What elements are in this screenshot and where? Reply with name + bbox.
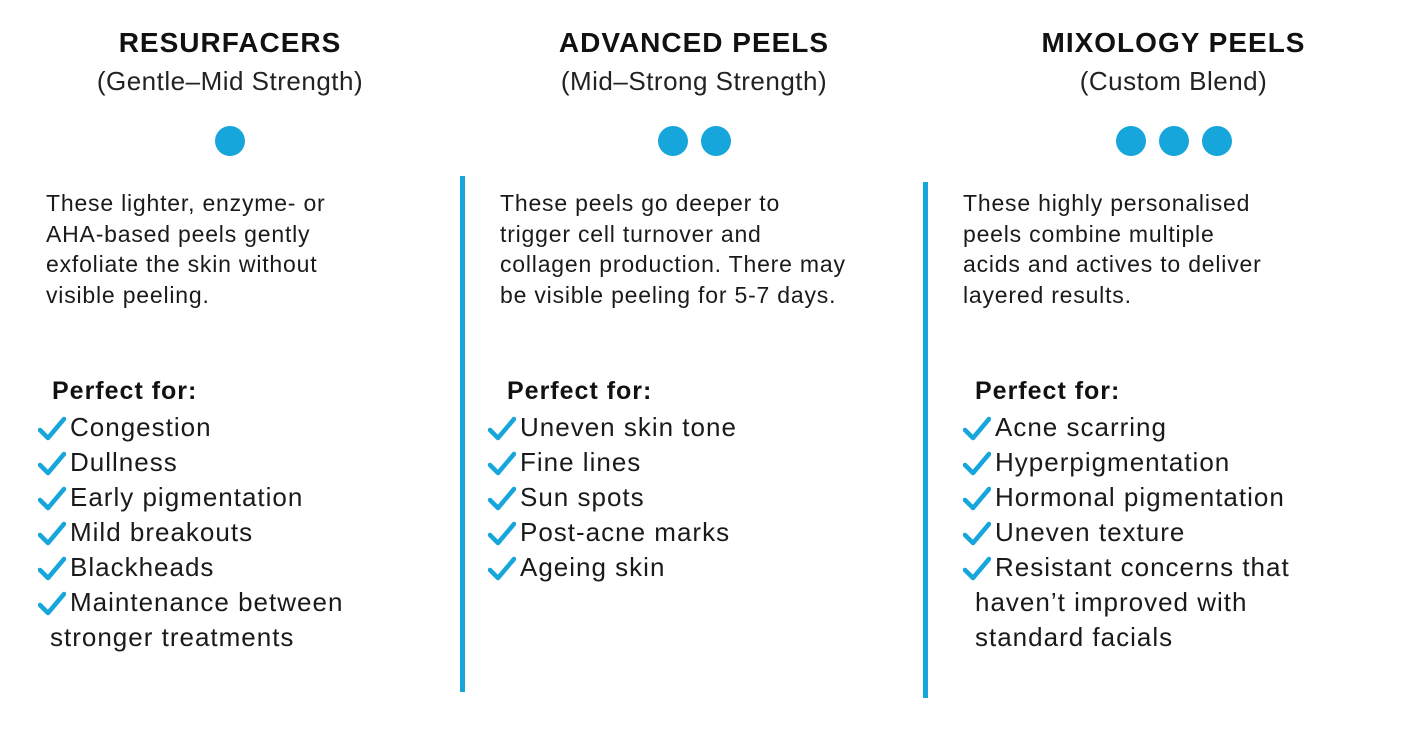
description-line: AHA-based peels gently (46, 220, 311, 247)
column-title: MIXOLOGY PEELS (1041, 27, 1306, 58)
check-icon (487, 521, 517, 547)
list-item: Post-acne marks (487, 515, 737, 550)
list-item: Dullness (37, 445, 343, 480)
check-icon (962, 416, 992, 442)
check-icon (962, 556, 992, 582)
list-item-text: Ageing skin (520, 552, 666, 582)
description-line: trigger cell turnover and (500, 220, 762, 247)
check-icon (37, 591, 67, 617)
column-description: These peels go deeper to trigger cell tu… (500, 188, 846, 310)
list-item: Resistant concerns that haven’t improved … (962, 550, 1290, 655)
strength-dots (927, 126, 1420, 156)
check-icon (487, 451, 517, 477)
list-item-text: Blackheads (70, 552, 215, 582)
check-icon (962, 451, 992, 477)
check-icon (487, 486, 517, 512)
list-item-continuation: standard facials (975, 622, 1174, 652)
list-item: Uneven skin tone (487, 410, 737, 445)
column-description: These highly personalised peels combine … (963, 188, 1262, 310)
list-item: Fine lines (487, 445, 737, 480)
description-line: layered results. (963, 281, 1132, 308)
list-item-text: Dullness (70, 447, 178, 477)
list-item-text: Sun spots (520, 482, 645, 512)
strength-dot (1201, 126, 1232, 156)
strength-dots (0, 126, 460, 156)
column-divider (923, 182, 928, 698)
list-item-continuation: haven’t improved with (975, 587, 1248, 617)
column-title: ADVANCED PEELS (558, 27, 830, 58)
list-item-text: Early pigmentation (70, 482, 304, 512)
strength-dot (700, 126, 731, 156)
description-line: peels combine multiple (963, 220, 1215, 247)
list-item: Early pigmentation (37, 480, 343, 515)
column-advanced-peels: ADVANCED PEELS (Mid–Strong Strength) The… (464, 0, 924, 730)
column-subtitle: (Mid–Strong Strength) (560, 66, 828, 96)
perfect-for-list: Acne scarring Hyperpigmentation Hormonal p… (962, 410, 1290, 655)
perfect-for-label: Perfect for: (52, 377, 198, 405)
list-item-text: Hyperpigmentation (995, 447, 1231, 477)
description-line: These peels go deeper to (500, 190, 781, 216)
list-item-text: Resistant concerns that (995, 552, 1290, 582)
perfect-for-label: Perfect for: (507, 377, 653, 405)
column-description: These lighter, enzyme- or AHA-based peel… (46, 188, 326, 310)
list-item-text: Acne scarring (995, 412, 1167, 442)
perfect-for-list: Congestion Dullness Early pigmentation Mild… (37, 410, 344, 655)
check-icon (962, 486, 992, 512)
perfect-for-list: Uneven skin tone Fine lines Sun spots Post-… (487, 410, 737, 585)
description-line: These highly personalised (963, 190, 1251, 216)
check-icon (487, 416, 517, 442)
strength-dot (215, 126, 245, 156)
strength-dot (657, 126, 688, 156)
description-line: acids and actives to deliver (963, 251, 1262, 277)
list-item-text: Congestion (70, 412, 212, 442)
list-item-text: Post-acne marks (520, 517, 731, 547)
check-icon (37, 486, 67, 512)
list-item: Mild breakouts (37, 515, 343, 550)
column-subtitle: (Gentle–Mid Strength) (96, 66, 364, 96)
description-line: collagen production. There may (500, 251, 846, 277)
list-item-text: Uneven skin tone (520, 412, 737, 442)
check-icon (37, 416, 67, 442)
list-item: Hormonal pigmentation (962, 480, 1290, 515)
column-mixology-peels: MIXOLOGY PEELS (Custom Blend) These high… (927, 0, 1420, 730)
check-icon (37, 451, 67, 477)
strength-dot (1115, 126, 1146, 156)
list-item-text: Maintenance between (70, 587, 344, 617)
list-item: Sun spots (487, 480, 737, 515)
perfect-for-label: Perfect for: (975, 377, 1121, 405)
list-item-continuation: stronger treatments (50, 622, 295, 652)
list-item: Blackheads (37, 550, 343, 585)
list-item-text: Hormonal pigmentation (995, 482, 1285, 512)
list-item: Congestion (37, 410, 343, 445)
list-item-text: Mild breakouts (70, 517, 254, 547)
strength-dots (464, 126, 924, 156)
list-item: Maintenance between stronger treatments (37, 585, 344, 655)
list-item: Hyperpigmentation (962, 445, 1290, 480)
check-icon (37, 521, 67, 547)
check-icon (962, 521, 992, 547)
description-line: These lighter, enzyme- or (46, 190, 326, 216)
check-icon (37, 556, 67, 582)
description-line: visible peeling. (46, 281, 210, 308)
description-line: exfoliate the skin without (46, 251, 318, 277)
description-line: be visible peeling for 5-7 days. (500, 281, 837, 308)
list-item: Uneven texture (962, 515, 1290, 550)
column-subtitle: (Custom Blend) (1079, 66, 1268, 96)
check-icon (487, 556, 517, 582)
strength-dot (1158, 126, 1189, 156)
list-item: Ageing skin (487, 550, 737, 585)
list-item-text: Uneven texture (995, 517, 1186, 547)
column-resurfacers: RESURFACERS (Gentle–Mid Strength) These … (0, 0, 460, 730)
list-item: Acne scarring (962, 410, 1290, 445)
column-divider (460, 176, 465, 692)
list-item-text: Fine lines (520, 447, 642, 477)
column-title: RESURFACERS (118, 27, 342, 58)
